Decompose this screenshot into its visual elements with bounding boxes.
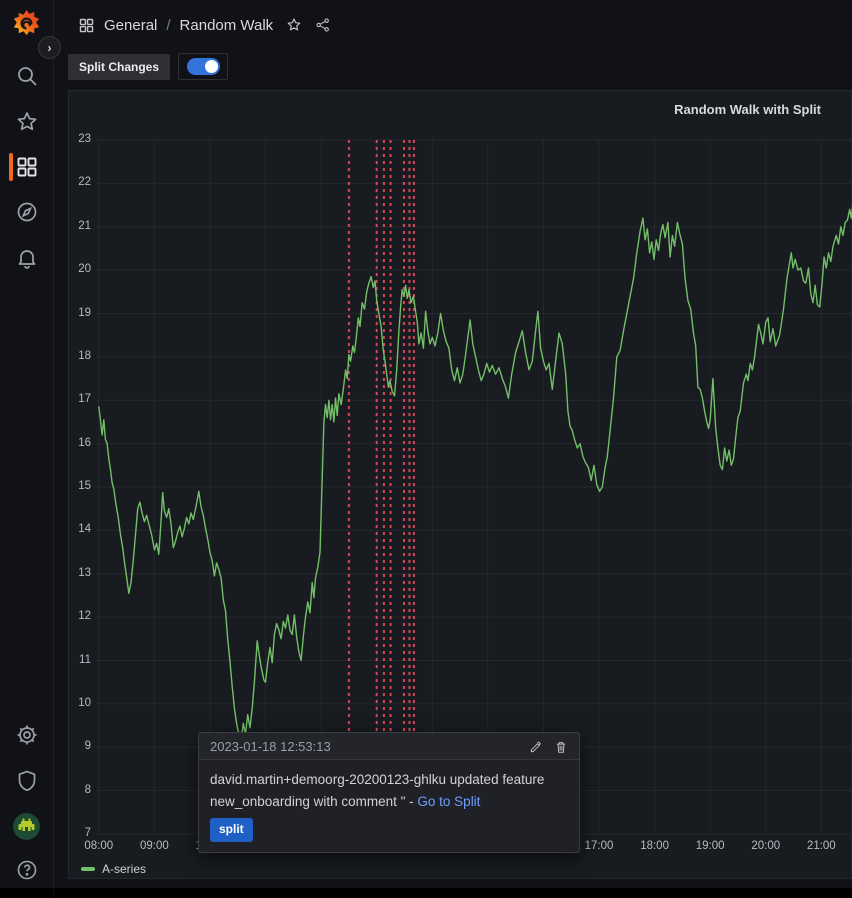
explore-compass-icon[interactable] bbox=[15, 200, 39, 224]
x-axis-tick: 21:00 bbox=[806, 840, 836, 852]
chart-gridlines bbox=[96, 139, 852, 835]
share-icon[interactable] bbox=[315, 17, 331, 33]
y-axis-tick: 15 bbox=[78, 480, 91, 492]
edit-annotation-icon[interactable] bbox=[529, 740, 543, 754]
series-line[interactable] bbox=[98, 203, 852, 742]
help-icon[interactable] bbox=[15, 858, 39, 882]
annotation-text: david.martin+demoorg-20200123-ghlku upda… bbox=[210, 772, 545, 809]
grafana-logo-icon[interactable] bbox=[11, 8, 42, 39]
legend-item[interactable]: A-series bbox=[81, 862, 146, 876]
y-axis-tick: 8 bbox=[84, 783, 91, 796]
y-axis-tick: 7 bbox=[84, 827, 91, 839]
breadcrumb-page-title[interactable]: Random Walk bbox=[179, 16, 274, 34]
delete-annotation-icon[interactable] bbox=[554, 740, 568, 754]
bottom-strip bbox=[0, 888, 852, 898]
panel-title[interactable]: Random Walk with Split bbox=[674, 102, 821, 117]
x-axis-tick: 17:00 bbox=[584, 840, 614, 852]
y-axis-tick: 10 bbox=[78, 696, 91, 709]
annotation-tooltip: 2023-01-18 12:53:13 david.martin+demoorg… bbox=[198, 732, 580, 854]
x-axis-tick: 19:00 bbox=[695, 840, 725, 852]
breadcrumb-section[interactable]: General bbox=[104, 16, 158, 34]
y-axis-tick: 11 bbox=[79, 653, 91, 666]
x-axis-tick: 09:00 bbox=[139, 840, 169, 852]
y-axis-tick: 18 bbox=[78, 349, 91, 362]
split-changes-toggle[interactable] bbox=[178, 53, 229, 80]
y-axis-tick: 23 bbox=[78, 133, 91, 145]
toggle-pill[interactable] bbox=[186, 58, 220, 75]
toggle-knob bbox=[204, 60, 218, 73]
y-axis-tick: 17 bbox=[78, 393, 91, 406]
annotation-tag-split[interactable]: split bbox=[210, 818, 253, 843]
legend-series-swatch bbox=[81, 867, 95, 871]
y-axis-tick: 20 bbox=[78, 263, 91, 276]
subnav: Split Changes bbox=[68, 53, 229, 80]
annotation-timestamp: 2023-01-18 12:53:13 bbox=[210, 739, 331, 754]
server-admin-shield-icon[interactable] bbox=[15, 769, 39, 793]
sidebar: › bbox=[0, 0, 61, 898]
y-axis-tick: 21 bbox=[78, 219, 91, 232]
y-axis-tick: 14 bbox=[78, 523, 91, 536]
search-icon[interactable] bbox=[15, 64, 39, 88]
y-axis-tick: 22 bbox=[78, 176, 91, 189]
star-dashboard-icon[interactable] bbox=[286, 17, 302, 33]
y-axis-tick: 9 bbox=[84, 740, 91, 753]
active-nav-indicator bbox=[9, 153, 13, 181]
dashboards-icon[interactable] bbox=[15, 155, 39, 179]
configuration-gear-icon[interactable] bbox=[15, 723, 39, 747]
random-walk-panel: Random Walk with Split 7 8 9 10 11 12 13 14 15 16… bbox=[68, 90, 852, 879]
annotation-message: david.martin+demoorg-20200123-ghlku upda… bbox=[199, 760, 579, 852]
split-changes-button[interactable]: Split Changes bbox=[68, 53, 171, 80]
sidebar-expand-button[interactable]: › bbox=[38, 36, 61, 59]
x-axis-tick: 18:00 bbox=[640, 840, 669, 852]
breadcrumb: General / Random Walk bbox=[78, 12, 331, 38]
annotation-tooltip-header: 2023-01-18 12:53:13 bbox=[199, 733, 579, 760]
x-axis-tick: 08:00 bbox=[84, 840, 114, 852]
user-avatar[interactable] bbox=[13, 813, 40, 840]
y-axis-tick: 13 bbox=[78, 566, 91, 579]
dashboard-grid-icon bbox=[78, 17, 95, 34]
alerting-bell-icon[interactable] bbox=[15, 246, 39, 270]
y-axis-tick: 12 bbox=[78, 610, 91, 623]
y-axis-tick: 19 bbox=[78, 306, 91, 319]
go-to-split-link[interactable]: Go to Split bbox=[417, 793, 481, 809]
y-axis-tick: 16 bbox=[78, 436, 91, 449]
x-axis-tick: 20:00 bbox=[751, 840, 781, 852]
breadcrumb-separator: / bbox=[166, 16, 171, 34]
starred-icon[interactable] bbox=[15, 110, 39, 134]
legend-series-label[interactable]: A-series bbox=[102, 862, 147, 876]
